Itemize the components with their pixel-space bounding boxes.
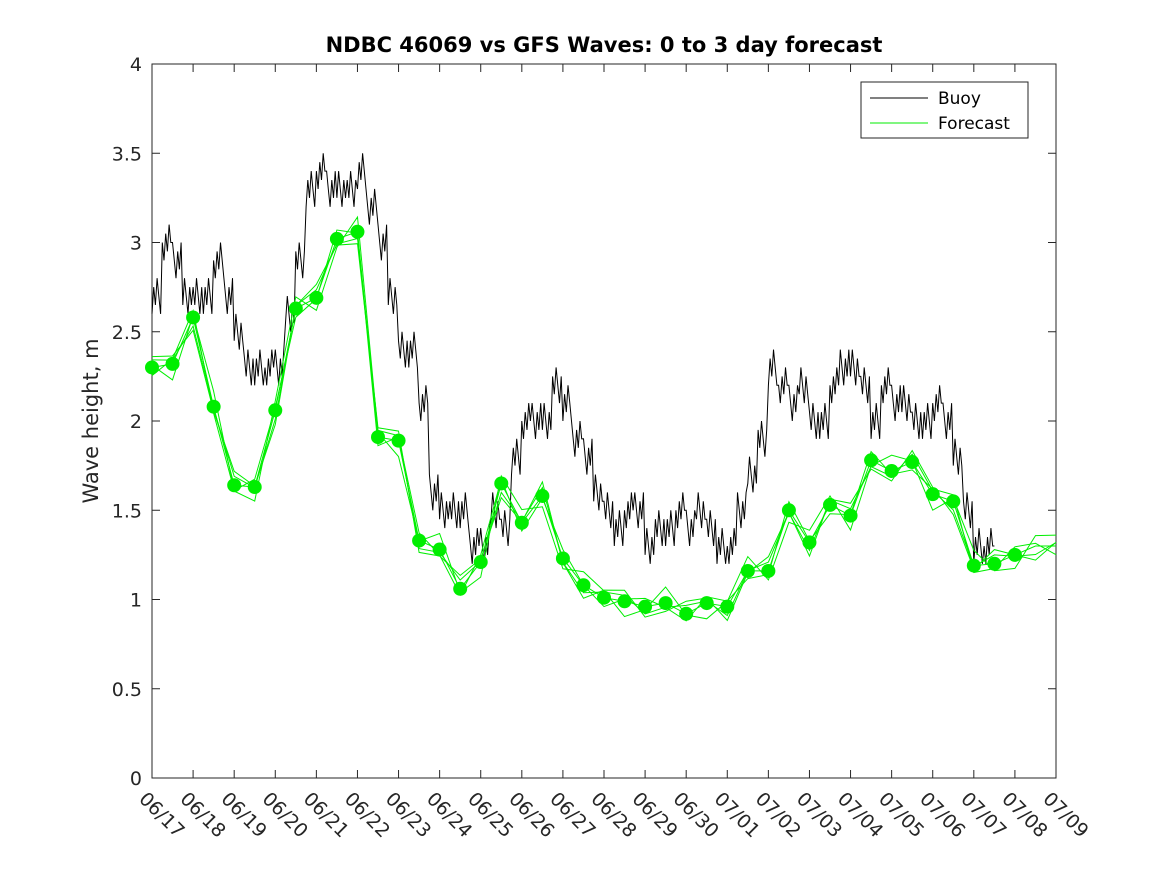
y-axis-label: Wave height, m [79, 338, 103, 503]
y-tick-label-0: 0 [130, 768, 142, 790]
y-tick-label-8: 4 [130, 54, 142, 76]
y-tick-label-7: 3.5 [112, 143, 142, 165]
forecast-point-16 [473, 555, 488, 570]
y-tick-label-2: 1 [130, 590, 142, 612]
forecast-point-3 [206, 399, 221, 414]
x-tick-label-15: 07/02 [751, 788, 805, 842]
forecast-point-21 [576, 578, 591, 593]
y-tick-label-4: 2 [130, 411, 142, 433]
forecast-point-30 [761, 563, 776, 578]
forecast-point-17 [494, 476, 509, 491]
y-tick-label-5: 2.5 [112, 322, 142, 344]
forecast-point-8 [309, 290, 324, 305]
forecast-point-1 [165, 356, 180, 371]
forecast-point-42 [1007, 547, 1022, 562]
forecast-point-15 [453, 581, 468, 596]
forecast-point-38 [925, 487, 940, 502]
forecast-point-41 [987, 556, 1002, 571]
forecast-point-39 [946, 494, 961, 509]
forecast-point-7 [288, 301, 303, 316]
legend: Buoy Forecast [860, 81, 1029, 139]
x-tick-label-0: 06/17 [134, 788, 188, 842]
forecast-point-28 [720, 599, 735, 614]
y-tick-label-3: 1.5 [112, 500, 142, 522]
x-tick-label-10: 06/27 [545, 788, 599, 842]
forecast-point-27 [699, 596, 714, 611]
x-tick-label-1: 06/18 [176, 788, 230, 842]
forecast-point-24 [638, 599, 653, 614]
x-tick-label-20: 07/07 [956, 788, 1010, 842]
x-tick-label-2: 06/19 [217, 788, 271, 842]
forecast-point-11 [371, 430, 385, 445]
forecast-point-40 [966, 558, 981, 573]
forecast-point-2 [186, 310, 201, 325]
forecast-point-34 [843, 508, 858, 523]
x-tick-label-18: 07/05 [874, 788, 928, 842]
series-line-forecast-2 [151, 229, 1057, 622]
forecast-point-5 [247, 480, 262, 495]
forecast-point-31 [781, 503, 796, 518]
x-tick-label-3: 06/20 [258, 788, 312, 842]
x-tick-label-12: 06/29 [628, 788, 682, 842]
x-tick-label-9: 06/26 [504, 788, 558, 842]
forecast-point-23 [617, 594, 632, 609]
x-tick-label-14: 07/01 [710, 788, 764, 842]
forecast-point-12 [391, 433, 406, 448]
forecast-point-37 [905, 455, 920, 470]
x-tick-label-11: 06/28 [586, 788, 640, 842]
x-tick-label-5: 06/22 [340, 788, 394, 842]
forecast-point-19 [535, 488, 550, 503]
x-tick-label-21: 07/08 [997, 788, 1051, 842]
forecast-point-26 [679, 606, 694, 621]
legend-label-forecast: Forecast [938, 114, 1010, 134]
forecast-point-10 [350, 224, 365, 239]
x-tick-label-19: 07/06 [915, 788, 969, 842]
chart-title: NDBC 46069 vs GFS Waves: 0 to 3 day fore… [326, 33, 883, 57]
y-axis: 0 0.5 1 1.5 2 2.5 3 3.5 4 [112, 54, 1056, 790]
forecast-point-35 [864, 453, 879, 468]
legend-label-buoy: Buoy [938, 89, 981, 109]
x-tick-label-17: 07/04 [833, 788, 887, 842]
x-tick-label-7: 06/24 [422, 788, 476, 842]
forecast-point-9 [329, 231, 344, 246]
plot-frame [151, 63, 1057, 779]
forecast-point-20 [555, 551, 570, 566]
forecast-point-32 [802, 535, 817, 550]
forecast-point-29 [740, 563, 755, 578]
x-tick-label-16: 07/03 [792, 788, 846, 842]
forecast-point-22 [597, 590, 611, 605]
y-tick-label-1: 0.5 [112, 679, 142, 701]
forecast-point-6 [268, 403, 283, 418]
x-tick-label-6: 06/23 [381, 788, 435, 842]
forecast-point-36 [884, 463, 899, 478]
legend-box [860, 81, 1029, 139]
forecast-point-18 [514, 515, 529, 530]
x-tick-label-4: 06/21 [299, 788, 353, 842]
x-tick-label-22: 07/09 [1038, 788, 1092, 842]
forecast-point-13 [412, 533, 427, 548]
x-tick-label-13: 06/30 [669, 788, 723, 842]
forecast-point-4 [227, 478, 242, 493]
series-layer [145, 153, 1057, 622]
forecast-point-25 [658, 596, 673, 611]
y-tick-label-6: 3 [130, 233, 142, 255]
x-tick-label-8: 06/25 [463, 788, 517, 842]
forecast-point-33 [823, 497, 837, 512]
forecast-point-14 [432, 542, 447, 557]
plot-area: 00.511.522.533.54 06/1706/1806/1906/2006… [112, 54, 1093, 842]
forecast-point-0 [145, 360, 159, 375]
